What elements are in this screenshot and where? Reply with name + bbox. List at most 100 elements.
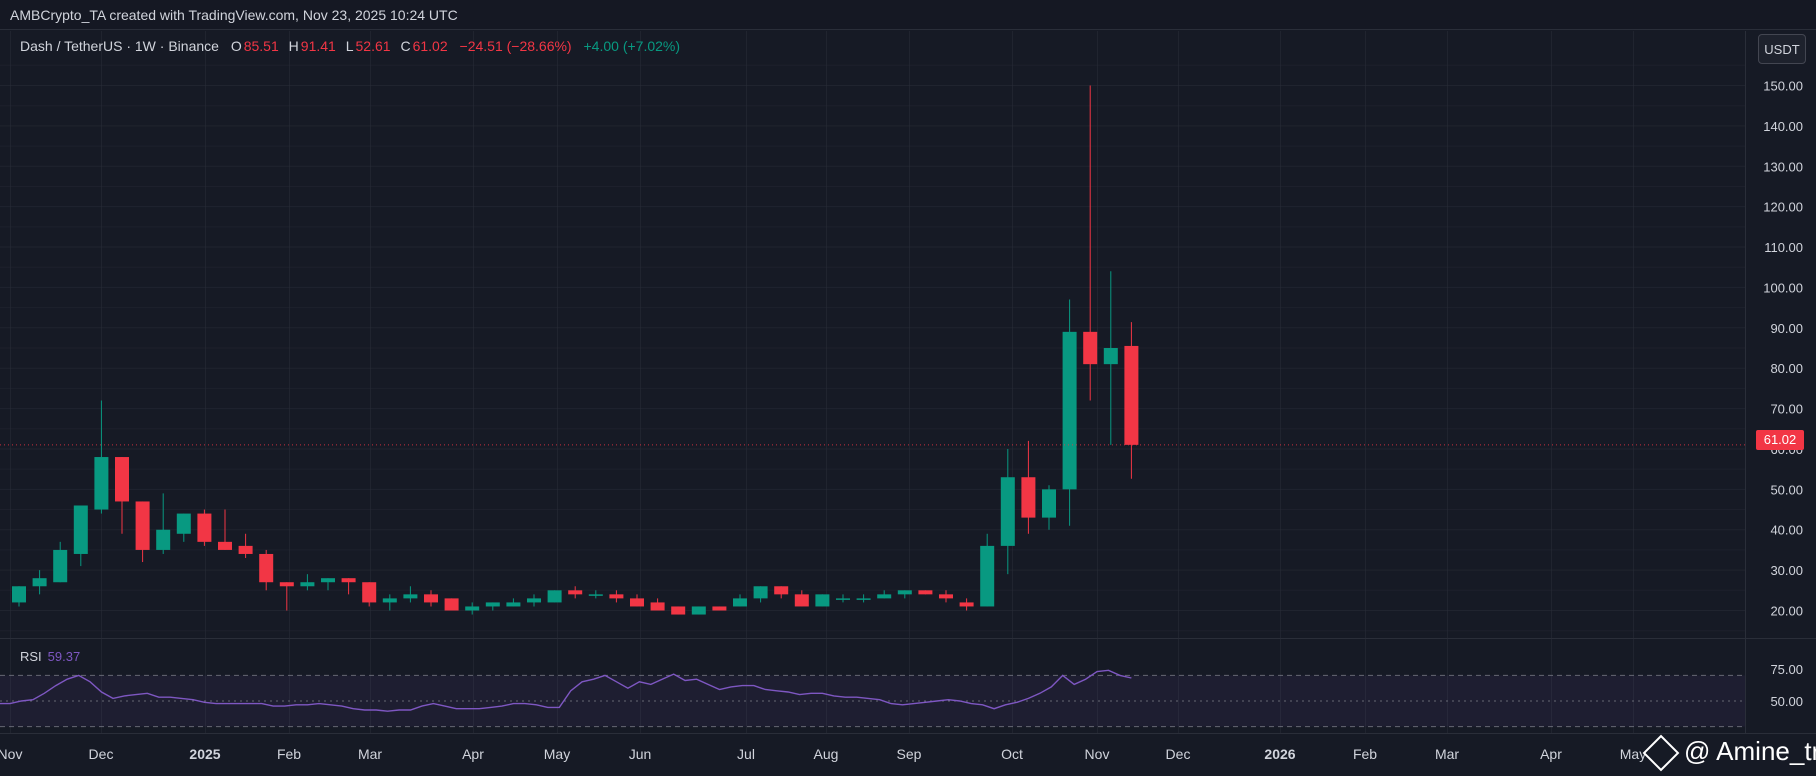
y-axis-label: 120.00 <box>1763 200 1803 215</box>
rsi-line <box>0 669 1132 712</box>
watermark: @ Amine_trx <box>1642 734 1816 772</box>
x-axis-label: Aug <box>814 746 839 762</box>
x-axis-label: Feb <box>277 746 301 762</box>
candle-body-down <box>135 501 150 550</box>
y-axis-label: 90.00 <box>1770 321 1803 336</box>
x-axis-label: May <box>1620 746 1646 762</box>
candle-body-down <box>712 606 727 611</box>
candle-body-down <box>959 602 974 607</box>
low-label: L <box>345 38 354 54</box>
candle-body-down <box>774 586 789 595</box>
rsi-value: 59.37 <box>47 649 81 664</box>
candle-body-down <box>424 594 438 603</box>
open-label: O <box>230 38 242 54</box>
x-axis-label: Dec <box>1166 746 1191 762</box>
candle-body-down <box>650 602 665 611</box>
candle-body-up <box>73 505 88 554</box>
open-value: 85.51 <box>243 38 279 54</box>
x-axis-label: Dec <box>89 746 114 762</box>
x-axis-label: Jun <box>629 746 652 762</box>
x-axis-label: Mar <box>1435 746 1459 762</box>
candle-body-down <box>794 594 809 607</box>
candle-body-down <box>1124 345 1139 445</box>
candle-body-down <box>362 582 377 603</box>
x-axis-label: Jul <box>737 746 755 762</box>
change-value: −24.51 (−28.66%) <box>459 38 572 54</box>
chart-attribution: AMBCrypto_TA created with TradingView.co… <box>0 0 1816 30</box>
diamond-logo-icon <box>1642 734 1680 772</box>
candle-body-up <box>547 590 562 603</box>
candle-body-up <box>94 457 109 510</box>
candle-body-down <box>238 545 253 554</box>
low-value: 52.61 <box>355 38 391 54</box>
x-axis-label: Nov <box>1085 746 1110 762</box>
candle-body-up <box>156 529 171 550</box>
candle-body-up <box>506 602 521 607</box>
candle-body-up <box>588 594 603 596</box>
candle-body-up <box>382 598 397 603</box>
y-axis-label: 70.00 <box>1770 402 1803 417</box>
high-value: 91.41 <box>300 38 336 54</box>
candle-body-down <box>1021 477 1036 518</box>
candle-body-down <box>568 590 583 595</box>
candle-body-down <box>341 578 356 583</box>
candle-body-up <box>877 594 892 599</box>
candle-body-up <box>485 602 500 607</box>
y-axis-label: 80.00 <box>1770 361 1803 376</box>
x-axis-label: Mar <box>358 746 382 762</box>
candle-body-up <box>53 549 68 583</box>
close-label: C <box>400 38 411 54</box>
x-axis-label: May <box>544 746 570 762</box>
rsi-label[interactable]: RSI <box>20 649 42 664</box>
candle-body-up <box>1000 477 1015 546</box>
candle-body-up <box>176 513 191 534</box>
candle-body-up <box>1042 489 1056 518</box>
candle-body-up <box>300 582 315 587</box>
candle-body-down <box>671 606 686 615</box>
candle-body-down <box>939 594 953 599</box>
rsi-axis-label: 50.00 <box>1770 694 1803 709</box>
candle-body-up <box>733 598 747 607</box>
y-axis-label: 110.00 <box>1764 240 1803 255</box>
candle-body-down <box>115 457 129 502</box>
y-axis-label: 150.00 <box>1763 79 1803 94</box>
y-axis-label: 20.00 <box>1770 604 1803 619</box>
x-axis-label: Feb <box>1353 746 1377 762</box>
extra-change-value: +4.00 (+7.02%) <box>583 38 681 54</box>
candle-body-up <box>32 578 47 587</box>
candle-body-up <box>465 606 480 611</box>
candle-body-up <box>691 606 706 615</box>
candle-body-up <box>321 578 335 583</box>
y-axis-label: 40.00 <box>1770 523 1803 538</box>
candle-body-up <box>527 598 541 603</box>
candle-body-up <box>1103 348 1118 365</box>
symbol-label[interactable]: Dash / TetherUS · 1W · Binance <box>20 38 219 54</box>
watermark-text: @ Amine_trx <box>1684 736 1816 766</box>
candle-body-down <box>918 590 933 595</box>
y-axis-label: 130.00 <box>1763 159 1803 174</box>
candle-body-down <box>279 582 294 587</box>
last-price-tag: 61.02 <box>1756 430 1804 450</box>
x-axis-label: Apr <box>462 746 484 762</box>
x-axis-label: Sep <box>897 746 922 762</box>
x-axis-label: 2026 <box>1264 746 1295 762</box>
x-axis-label: Nov <box>0 746 22 762</box>
currency-button[interactable]: USDT <box>1758 34 1806 64</box>
candle-body-down <box>1083 331 1098 365</box>
candle-body-up <box>897 590 912 595</box>
candle-body-down <box>630 598 644 607</box>
y-axis-label: 50.00 <box>1770 482 1803 497</box>
x-axis-label: 2025 <box>189 746 220 762</box>
candle-body-up <box>836 598 850 600</box>
rsi-axis-label: 75.00 <box>1770 662 1803 677</box>
candle-body-up <box>753 586 768 599</box>
candle-body-up <box>12 586 26 603</box>
candle-body-up <box>815 594 830 607</box>
candle-body-up <box>856 598 871 600</box>
rsi-band <box>0 675 1745 727</box>
candle-body-down <box>259 553 274 583</box>
candle-body-up <box>403 594 418 599</box>
candle-body-up <box>980 545 995 607</box>
